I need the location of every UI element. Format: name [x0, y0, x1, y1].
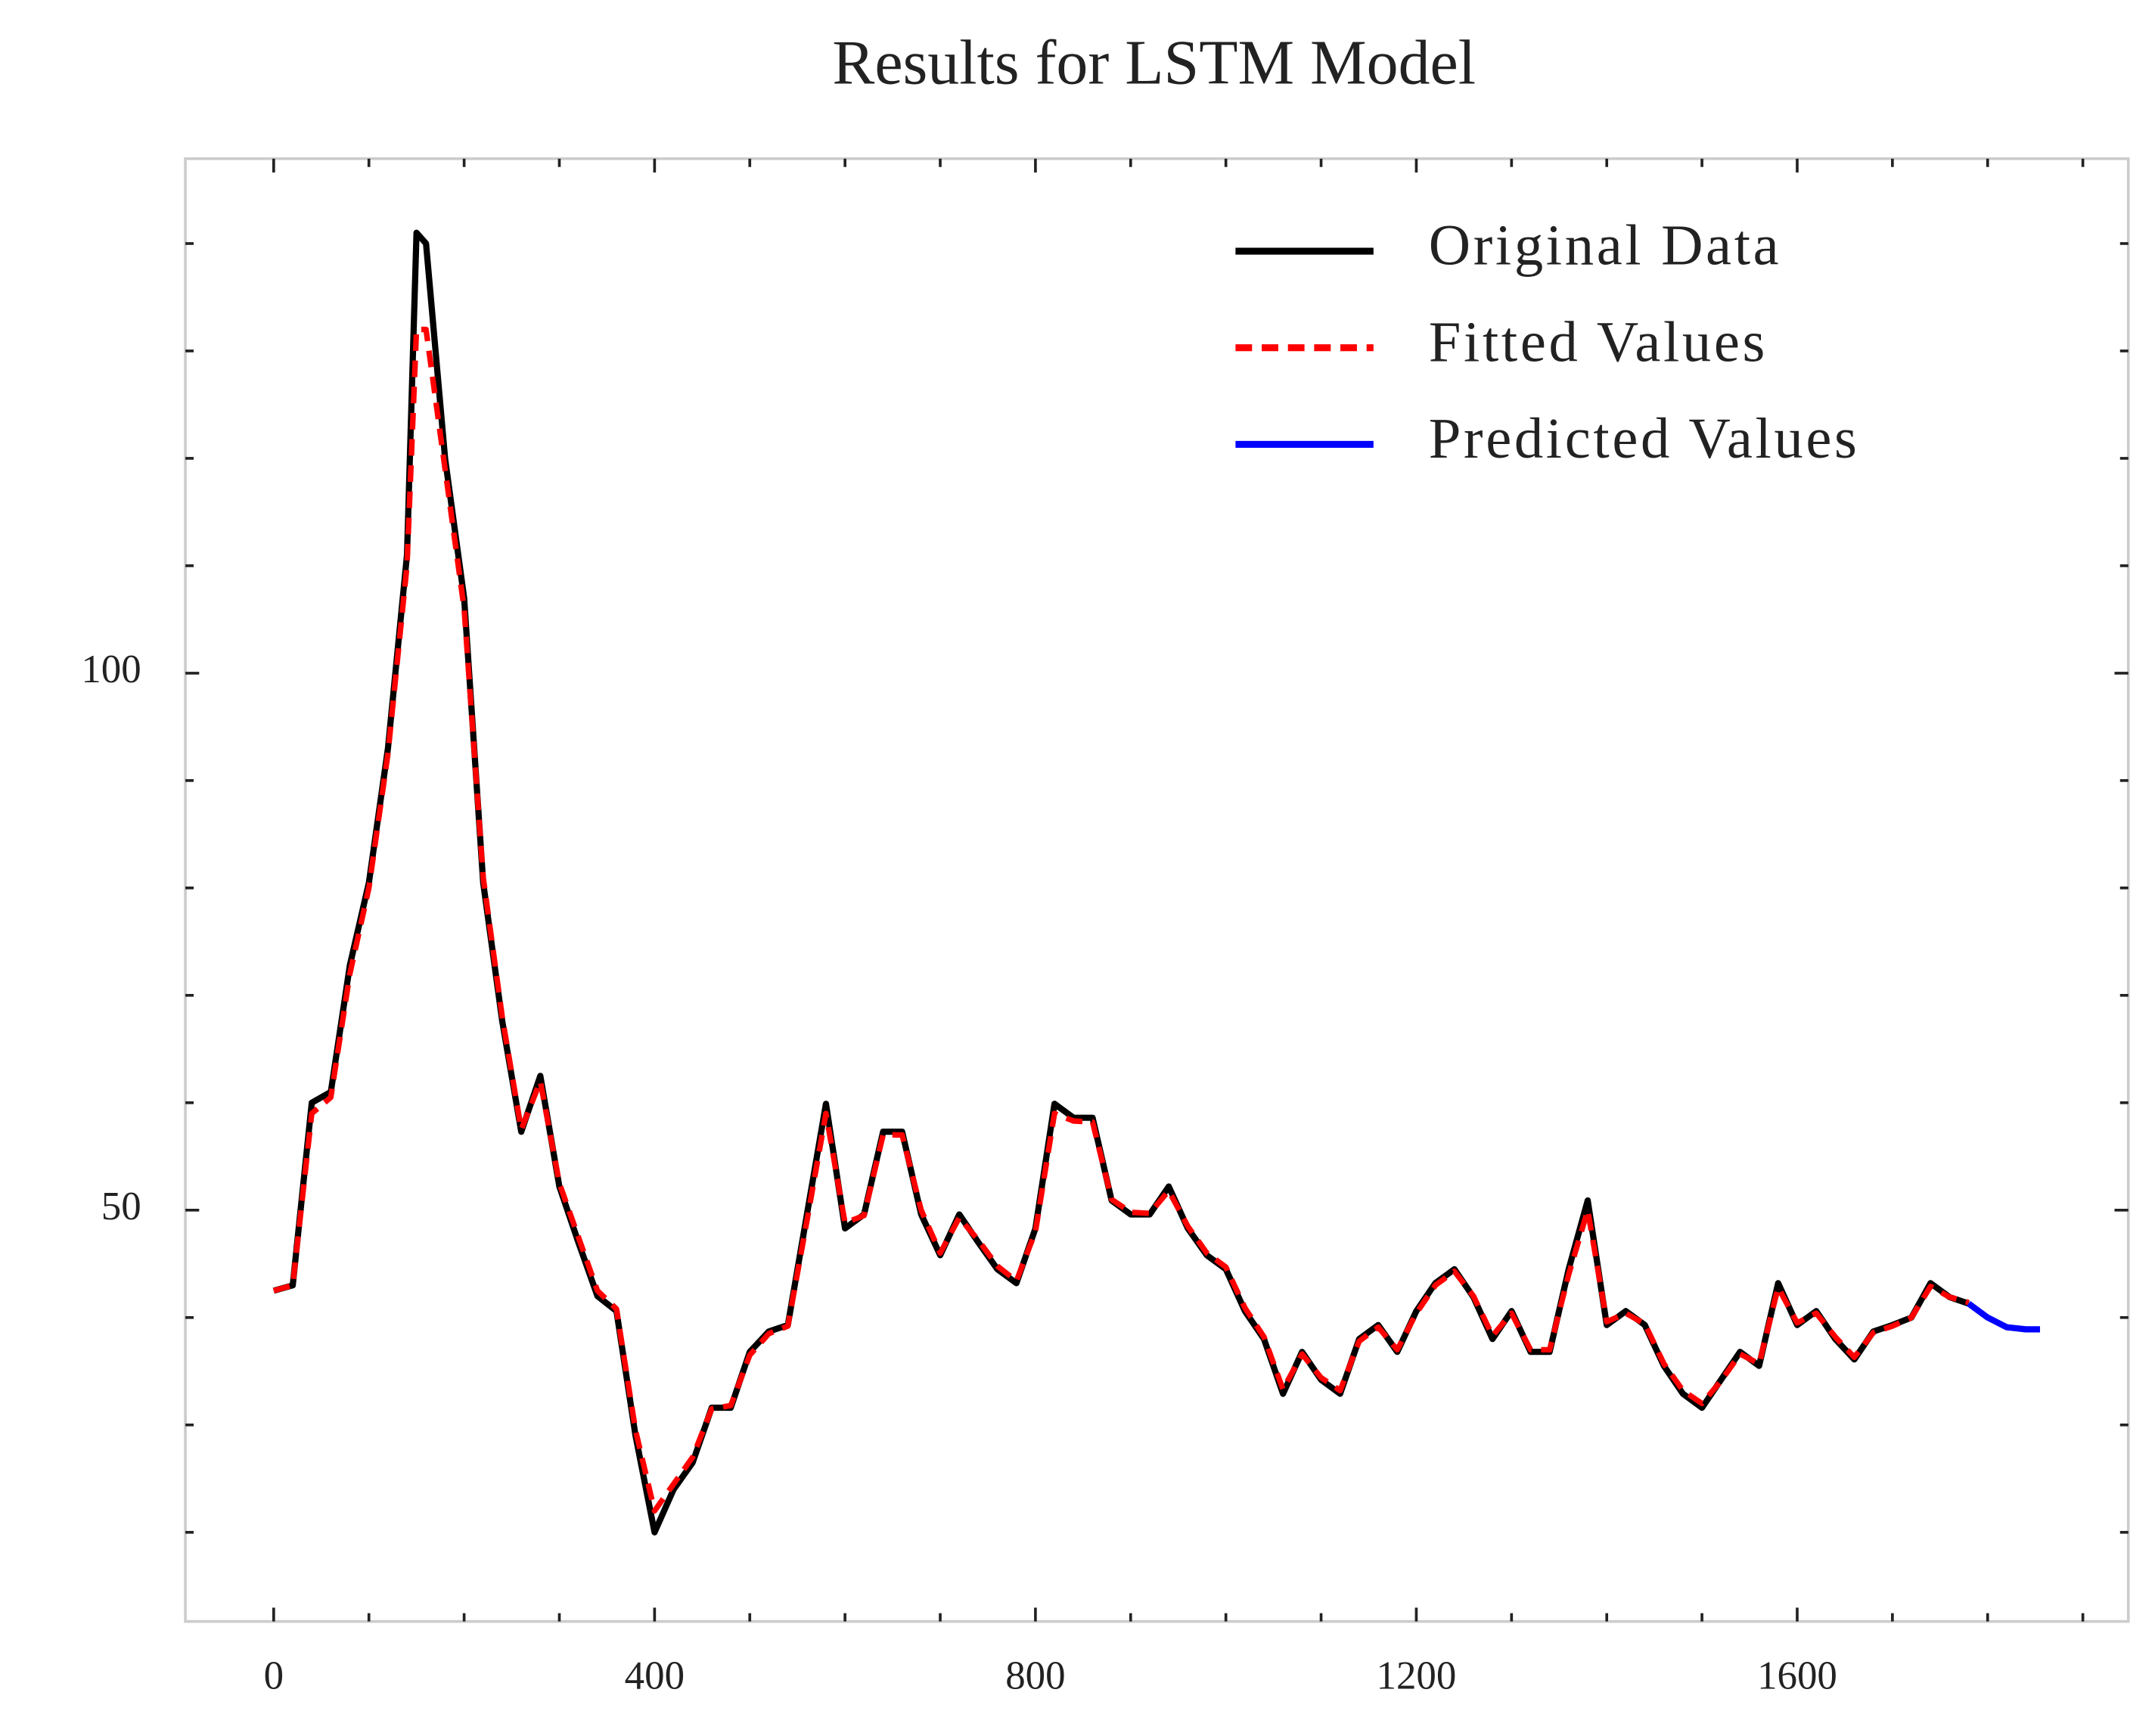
- legend-label: Fitted Values: [1429, 309, 1768, 374]
- x-tick-label: 1600: [1757, 1654, 1837, 1697]
- series-line: [272, 326, 1970, 1514]
- y-tick-label: 50: [101, 1185, 141, 1228]
- x-tick-label: 0: [264, 1654, 284, 1697]
- chart-title: Results for LSTM Model: [832, 27, 1476, 98]
- x-tick-label: 400: [625, 1654, 685, 1697]
- plot-frame: [184, 157, 2130, 1623]
- legend-label: Original Data: [1429, 213, 1782, 278]
- x-tick-label: 1200: [1377, 1654, 1457, 1697]
- series-line: [1967, 1301, 2040, 1333]
- y-tick-label: 100: [81, 648, 141, 691]
- x-tick-label: 800: [1005, 1654, 1065, 1697]
- legend-label: Predicted Values: [1429, 406, 1860, 470]
